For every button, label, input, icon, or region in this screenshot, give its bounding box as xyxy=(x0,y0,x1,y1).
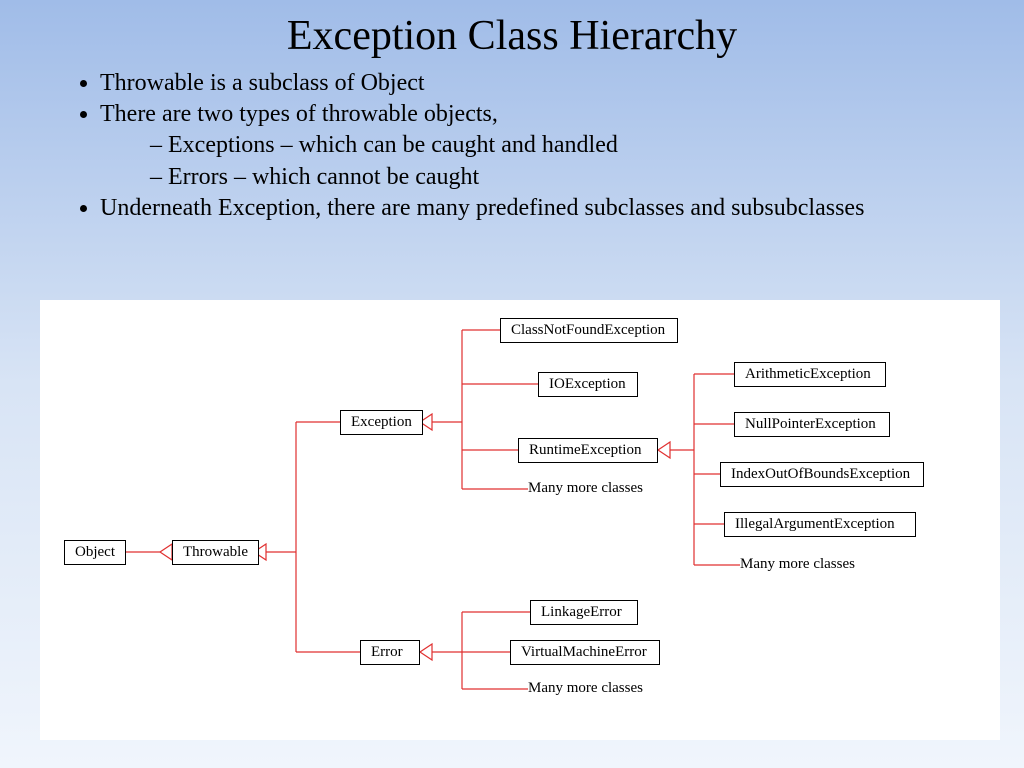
bullet-list: Throwable is a subclass of Object There … xyxy=(0,60,1024,224)
note-more1: Many more classes xyxy=(528,480,643,497)
node-cnfe: ClassNotFoundException xyxy=(500,318,678,343)
node-ioobe: IndexOutOfBoundsException xyxy=(720,462,924,487)
node-error: Error xyxy=(360,640,420,665)
bullet-subitem: Errors – which cannot be caught xyxy=(150,162,974,193)
node-npe: NullPointerException xyxy=(734,412,890,437)
node-exception: Exception xyxy=(340,410,423,435)
node-throwable: Throwable xyxy=(172,540,259,565)
bullet-item: There are two types of throwable objects… xyxy=(100,99,974,193)
bullet-item: Underneath Exception, there are many pre… xyxy=(100,193,974,224)
page-title: Exception Class Hierarchy xyxy=(0,0,1024,60)
node-iae: IllegalArgumentException xyxy=(724,512,916,537)
node-le: LinkageError xyxy=(530,600,638,625)
note-more3: Many more classes xyxy=(740,556,855,573)
hierarchy-diagram: Object Throwable Exception Error ClassNotFou… xyxy=(40,300,1000,740)
node-vme: VirtualMachineError xyxy=(510,640,660,665)
bullet-item: Throwable is a subclass of Object xyxy=(100,68,974,99)
node-ae: ArithmeticException xyxy=(734,362,886,387)
note-more2: Many more classes xyxy=(528,680,643,697)
node-ioe: IOException xyxy=(538,372,638,397)
bullet-subitem: Exceptions – which can be caught and han… xyxy=(150,130,974,161)
node-object: Object xyxy=(64,540,126,565)
node-rte: RuntimeException xyxy=(518,438,658,463)
